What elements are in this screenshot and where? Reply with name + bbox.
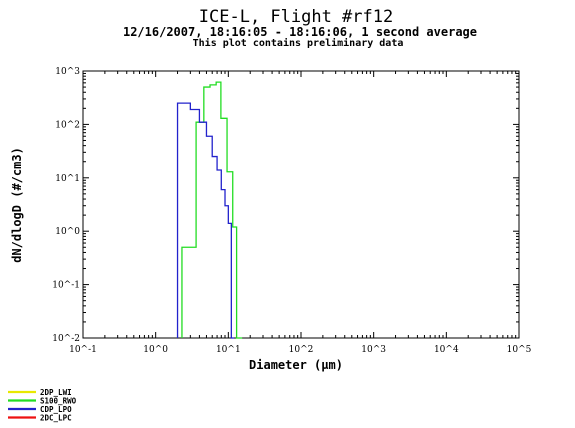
x-tick-label: 10^4: [434, 345, 459, 355]
legend-label: 2DP_LWI: [40, 388, 72, 397]
y-tick-label: 10^1: [55, 174, 80, 184]
x-axis-label: Diameter (µm): [249, 358, 343, 372]
y-tick-label: 10^-1: [52, 281, 80, 291]
x-tick-label: 10^3: [361, 345, 386, 355]
y-axis-label: dN/dlogD (#/cm3): [10, 147, 24, 263]
x-tick-label: 10^1: [216, 345, 241, 355]
x-tick-label: 10^-1: [69, 345, 97, 355]
x-tick-label: 10^2: [289, 345, 314, 355]
y-tick-label: 10^3: [55, 67, 80, 77]
y-axis: 10^-2 10^-1 10^0 10^1 10^2 10^3: [52, 67, 519, 344]
legend-label: S100_RWO: [40, 397, 77, 406]
series-line-cdp-lpo: [176, 102, 235, 339]
chart-note: This plot contains preliminary data: [193, 37, 404, 49]
series-line-s100-rwo: [181, 81, 243, 339]
x-tick-label: 10^0: [143, 345, 168, 355]
chart-title: ICE-L, Flight #rf12: [199, 7, 393, 27]
series-lines: [176, 81, 243, 339]
chart-subtitle: 12/16/2007, 18:16:05 - 18:16:06, 1 secon…: [123, 25, 477, 39]
x-tick-label: 10^5: [507, 345, 532, 355]
y-tick-label: 10^-2: [52, 334, 80, 344]
x-axis: 10^-1 10^0 10^1 10^2 10^3 10^4 10^5: [69, 71, 532, 355]
legend-label: 2DC_LPC: [40, 414, 72, 423]
y-tick-label: 10^0: [55, 227, 80, 237]
plot-frame: [82, 70, 520, 339]
y-tick-label: 10^2: [55, 120, 80, 130]
legend-label: CDP_LPO: [40, 405, 72, 414]
